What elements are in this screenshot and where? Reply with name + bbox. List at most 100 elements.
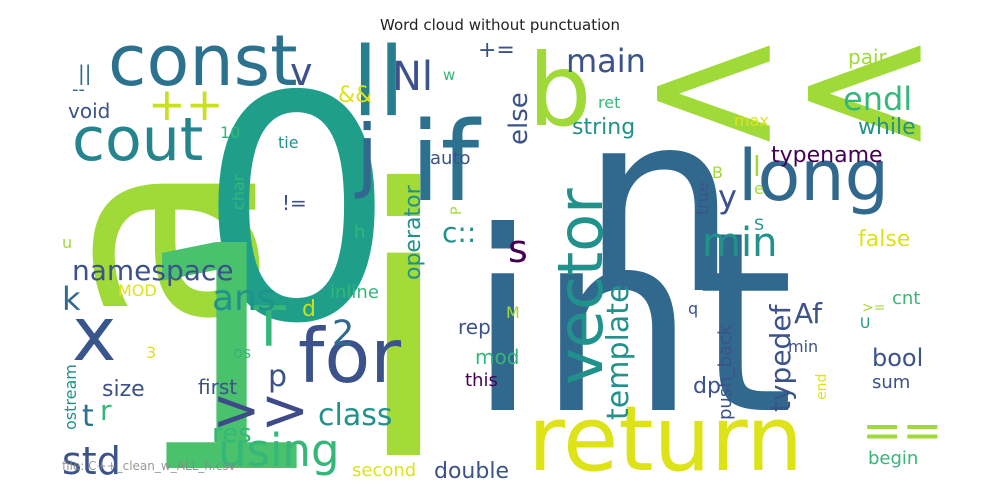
word: using [218, 424, 340, 477]
word: k [62, 280, 81, 318]
word: v [290, 50, 313, 94]
word: res [212, 419, 252, 449]
word: r [100, 394, 112, 427]
word: c:: [442, 216, 476, 249]
word: rep [458, 315, 491, 339]
word: false [858, 227, 910, 252]
word: max [734, 111, 769, 130]
word: cnt [892, 288, 920, 309]
word: typedef [764, 303, 797, 412]
word: 10 [220, 123, 240, 142]
word: << [638, 0, 940, 193]
word: B [712, 163, 723, 182]
word: 1 [128, 181, 325, 500]
word: j [354, 108, 378, 201]
word: ostream [61, 364, 80, 430]
word: 0 [198, 31, 395, 392]
word: vector [544, 188, 617, 385]
word: Af [794, 297, 823, 330]
word: 3 [146, 343, 156, 362]
word: char [229, 174, 248, 210]
word: end [814, 374, 830, 400]
word: os [233, 343, 251, 362]
word: d [302, 297, 316, 322]
word: i [352, 113, 455, 500]
word: return [528, 387, 803, 492]
word: p [268, 359, 287, 394]
word: u [62, 233, 72, 252]
word: class [318, 398, 392, 433]
word: string [572, 115, 635, 140]
word: std [62, 439, 121, 483]
word: -- [72, 79, 85, 100]
word: cout [72, 105, 203, 175]
word: a [0, 157, 324, 335]
word: int [468, 178, 794, 469]
word: Nl [392, 54, 433, 100]
word: second [352, 460, 416, 481]
word: endl [843, 80, 912, 118]
word: += [478, 38, 515, 63]
word: || [78, 61, 91, 85]
word: while [858, 115, 916, 140]
word: min [702, 220, 777, 266]
word: U [860, 316, 870, 332]
word: void [68, 99, 110, 123]
word: else [504, 92, 534, 145]
word: T [251, 295, 286, 359]
word: h [354, 222, 365, 243]
word: main [566, 42, 646, 80]
word: M [506, 303, 520, 322]
word: >> [212, 376, 309, 444]
word: tie [278, 133, 299, 152]
word: dp [693, 374, 721, 399]
word: ++ [148, 78, 223, 131]
word: s [508, 227, 528, 271]
word: double [434, 459, 509, 484]
word: sum [872, 372, 910, 393]
word: MOD [118, 281, 157, 300]
word: e [754, 179, 764, 198]
word: this [465, 370, 498, 391]
word: != [282, 191, 307, 215]
word: operator [401, 184, 426, 280]
word: >= [862, 300, 885, 316]
word: q [688, 299, 698, 318]
word: typename [771, 143, 883, 168]
word: template [601, 285, 636, 420]
word: size [102, 377, 145, 402]
word: min [788, 337, 818, 356]
word: inline [330, 282, 379, 303]
word: push_back [715, 324, 736, 420]
word: ret [598, 93, 620, 112]
word: b [528, 32, 591, 149]
word: == [862, 403, 942, 459]
word: x [72, 290, 116, 378]
word: ans [212, 278, 276, 319]
word: long [738, 135, 889, 217]
word: true [693, 182, 712, 215]
word: ll [352, 28, 405, 138]
word: S [754, 215, 764, 234]
word: t [82, 399, 94, 434]
word: w [443, 66, 455, 84]
word: auto [430, 148, 471, 169]
word: begin [868, 448, 918, 469]
word: && [338, 83, 372, 108]
word: n [580, 58, 738, 349]
word: const [108, 20, 298, 102]
word: bool [872, 344, 923, 372]
word: y [718, 178, 737, 216]
word: 2 [332, 314, 354, 354]
chart-title: Word cloud without punctuation [380, 16, 620, 34]
word: first [198, 375, 237, 399]
word: P [449, 207, 465, 215]
word: mod [475, 345, 519, 369]
footnote: file: C++_clean_w_ALL_h.csv [62, 459, 236, 473]
word: if [410, 98, 482, 226]
word: l [753, 150, 761, 183]
word: namespace [72, 254, 234, 287]
